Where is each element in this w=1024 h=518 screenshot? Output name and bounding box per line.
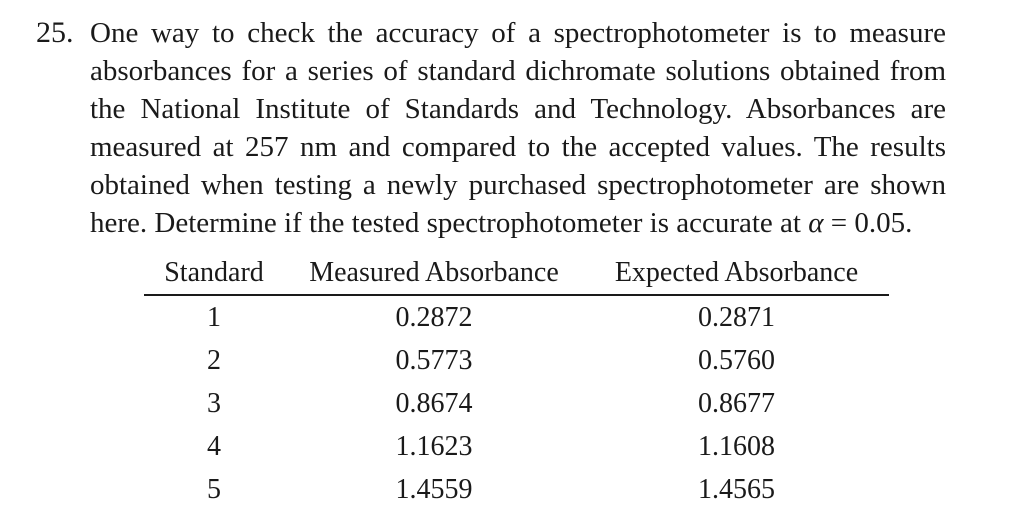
table-row: 4 1.1623 1.1608 [144, 425, 889, 468]
statement-line: One way to check the accuracy of a spect… [90, 17, 946, 49]
measured-cell: 0.8674 [395, 387, 473, 419]
table-row: 5 1.4559 1.4565 [144, 468, 889, 511]
measured-cell: 0.5773 [395, 344, 473, 376]
absorbance-table: Standard Measured Absorbance Expected Ab… [144, 252, 889, 511]
header-standard: Standard [144, 252, 284, 296]
standard-cell: 5 [207, 473, 221, 505]
standard-cell: 2 [207, 344, 221, 376]
measured-cell: 1.1623 [395, 430, 473, 462]
header-measured-absorbance: Measured Absorbance [284, 252, 584, 296]
statement-line-last: here. Determine if the tested spectropho… [90, 204, 946, 242]
statement-line: obtained when testing a newly purchased … [90, 169, 946, 201]
statement-text: here. Determine if the tested spectropho… [90, 207, 809, 239]
problem-statement: One way to check the accuracy of a spect… [90, 14, 946, 242]
table-row: 3 0.8674 0.8677 [144, 382, 889, 425]
header-expected-absorbance: Expected Absorbance [584, 252, 889, 296]
measured-cell: 1.4559 [395, 473, 473, 505]
table-row: 1 0.2872 0.2871 [144, 295, 889, 339]
alpha-value: = 0.05. [823, 207, 913, 239]
expected-cell: 1.1608 [698, 430, 775, 462]
standard-cell: 1 [207, 301, 221, 333]
standard-cell: 4 [207, 430, 221, 462]
expected-cell: 0.2871 [698, 301, 775, 333]
problem-number: 25. [36, 16, 74, 49]
statement-line: absorbances for a series of standard dic… [90, 55, 946, 87]
expected-cell: 1.4565 [698, 473, 775, 505]
alpha-symbol: α [808, 207, 824, 239]
table-row: 2 0.5773 0.5760 [144, 339, 889, 382]
table-header-row: Standard Measured Absorbance Expected Ab… [144, 252, 889, 296]
expected-cell: 0.8677 [698, 387, 775, 419]
expected-cell: 0.5760 [698, 344, 775, 376]
standard-cell: 3 [207, 387, 221, 419]
measured-cell: 0.2872 [395, 301, 473, 333]
statement-line: the National Institute of Standards and … [90, 93, 946, 125]
statement-line: measured at 257 nm and compared to the a… [90, 131, 946, 163]
